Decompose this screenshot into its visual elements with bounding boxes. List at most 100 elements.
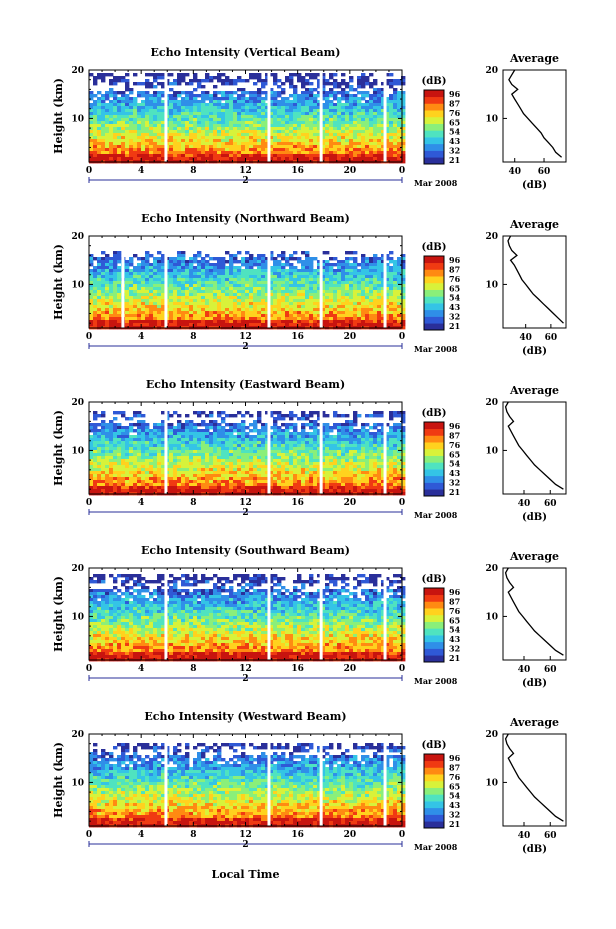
heatmap-cell xyxy=(297,145,302,149)
heatmap-cell xyxy=(189,320,194,324)
heatmap-cell xyxy=(401,266,406,270)
heatmap-cell xyxy=(201,154,206,158)
heatmap-cell xyxy=(209,257,214,261)
heatmap-cell xyxy=(253,154,258,158)
heatmap-cell xyxy=(201,438,206,442)
heatmap-cell xyxy=(389,73,394,77)
heatmap-cell xyxy=(241,314,246,318)
heatmap-cell xyxy=(245,444,250,448)
date-label: Mar 2008 xyxy=(414,344,458,354)
heatmap-cell xyxy=(305,145,310,149)
heatmap-cell xyxy=(381,414,386,418)
heatmap-cell xyxy=(101,136,106,140)
heatmap-cell xyxy=(101,411,106,415)
heatmap-cell xyxy=(97,133,102,137)
heatmap-cell xyxy=(245,311,250,315)
heatmap-cell xyxy=(257,88,262,92)
heatmap-cell xyxy=(113,438,118,442)
heatmap-cell xyxy=(161,76,166,80)
heatmap-cell xyxy=(357,121,362,125)
heatmap-cell xyxy=(89,157,94,161)
heatmap-cell xyxy=(325,133,330,137)
heatmap-cell xyxy=(237,302,242,306)
heatmap-cell xyxy=(145,302,150,306)
heatmap-cell xyxy=(189,100,194,104)
heatmap-cell xyxy=(249,112,254,116)
heatmap-cell xyxy=(313,296,318,300)
heatmap-cell xyxy=(301,100,306,104)
heatmap-cell xyxy=(169,115,174,119)
heatmap-cell xyxy=(345,109,350,113)
heatmap-cell xyxy=(133,299,138,303)
heatmap-cell xyxy=(393,320,398,324)
heatmap-cell xyxy=(201,317,206,321)
heatmap-cell xyxy=(325,112,330,116)
heatmap-cell xyxy=(209,124,214,128)
heatmap-cell xyxy=(297,148,302,152)
heatmap-cell xyxy=(125,148,130,152)
heatmap-cell xyxy=(329,145,334,149)
heatmap-cell xyxy=(297,432,302,436)
heatmap-cell xyxy=(401,124,406,128)
heatmap-cell xyxy=(129,423,134,427)
heatmap-cell xyxy=(333,263,338,267)
heatmap-cell xyxy=(393,136,398,140)
heatmap-cell xyxy=(229,299,234,303)
heatmap-cell xyxy=(345,305,350,309)
heatmap-cell xyxy=(89,94,94,98)
heatmap-cell xyxy=(105,136,110,140)
heatmap-cell xyxy=(241,260,246,264)
heatmap-cell xyxy=(113,157,118,161)
heatmap-cell xyxy=(153,296,158,300)
heatmap-cell xyxy=(97,311,102,315)
heatmap-cell xyxy=(149,275,154,279)
heatmap-cell xyxy=(217,423,222,427)
heatmap-cell xyxy=(177,299,182,303)
heatmap-cell xyxy=(385,106,390,110)
heatmap-cell xyxy=(157,97,162,101)
heatmap-cell xyxy=(281,100,286,104)
heatmap-cell xyxy=(353,293,358,297)
heatmap-cell xyxy=(353,438,358,442)
heatmap-cell xyxy=(213,269,218,273)
heatmap-cell xyxy=(189,151,194,155)
heatmap-cell xyxy=(265,281,270,285)
heatmap-cell xyxy=(321,423,326,427)
heatmap-cell xyxy=(105,109,110,113)
heatmap-cell xyxy=(381,142,386,146)
heatmap-cell xyxy=(285,444,290,448)
heatmap-cell xyxy=(281,269,286,273)
heatmap-cell xyxy=(101,311,106,315)
heatmap-cell xyxy=(117,302,122,306)
heatmap-cell xyxy=(265,73,270,77)
heatmap-cell xyxy=(345,269,350,273)
heatmap-cell xyxy=(273,124,278,128)
heatmap-cell xyxy=(373,323,378,327)
heatmap-cell xyxy=(233,447,238,451)
heatmap-cell xyxy=(261,79,266,83)
heatmap-cell xyxy=(169,124,174,128)
heatmap-cell xyxy=(253,106,258,110)
heatmap-cell xyxy=(401,320,406,324)
heatmap-cell xyxy=(133,145,138,149)
heatmap-cell xyxy=(257,124,262,128)
heatmap-cell xyxy=(157,432,162,436)
heatmap-cell xyxy=(185,142,190,146)
heatmap-cell xyxy=(325,287,330,291)
heatmap-cell xyxy=(145,432,150,436)
heatmap-cell xyxy=(381,127,386,131)
heatmap-cell xyxy=(89,305,94,309)
heatmap-cell xyxy=(373,275,378,279)
heatmap-cell xyxy=(169,112,174,116)
heatmap-cell xyxy=(241,426,246,430)
heatmap-cell xyxy=(205,124,210,128)
heatmap-cell xyxy=(389,133,394,137)
heatmap-cell xyxy=(125,79,130,83)
heatmap-cell xyxy=(177,251,182,255)
heatmap-cell xyxy=(185,130,190,134)
heatmap-cell xyxy=(285,426,290,430)
heatmap-cell xyxy=(309,100,314,104)
heatmap-cell xyxy=(325,130,330,134)
heatmap-cell xyxy=(185,272,190,276)
heatmap-cell xyxy=(225,429,230,433)
